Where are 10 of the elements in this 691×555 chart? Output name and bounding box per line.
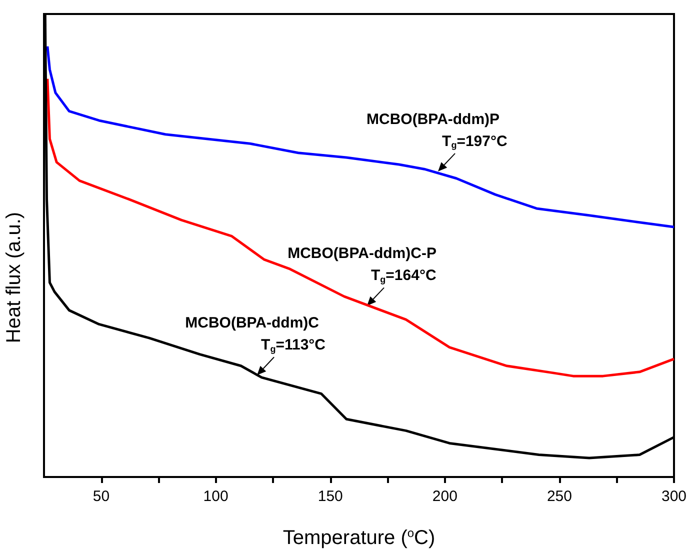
x-tick-label: 300: [661, 488, 687, 505]
series-label: MCBO(BPA-ddm)C-P: [288, 245, 436, 262]
text: MCBO(BPA-ddm)P: [366, 110, 500, 128]
series-label: MCBO(BPA-ddm)C: [185, 314, 320, 332]
x-tick-label: 250: [546, 488, 572, 505]
x-tick-label: 50: [92, 488, 110, 505]
x-tick-label: 150: [318, 488, 343, 505]
x-tick-label: 200: [432, 488, 458, 505]
x-tick-label: 100: [203, 488, 228, 505]
y-axis-title: Heat flux (a.u.): [3, 212, 25, 344]
